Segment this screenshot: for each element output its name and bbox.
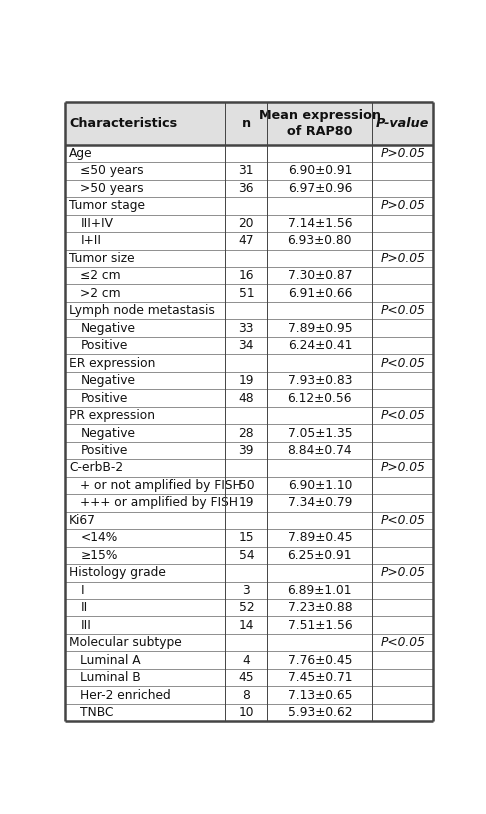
Text: Luminal A: Luminal A [80,654,141,667]
Text: P<0.05: P<0.05 [380,514,425,527]
Text: 7.14±1.56: 7.14±1.56 [288,217,352,230]
Text: C-erbB-2: C-erbB-2 [69,462,123,475]
Text: 52: 52 [239,602,254,615]
Text: Characteristics: Characteristics [69,117,177,130]
Text: Mean expression
of RAP80: Mean expression of RAP80 [259,109,381,138]
Text: <14%: <14% [80,532,118,545]
Text: P<0.05: P<0.05 [380,637,425,650]
Text: I+II: I+II [80,234,102,247]
Text: 7.23±0.88: 7.23±0.88 [288,602,352,615]
Text: ER expression: ER expression [69,357,156,370]
Text: Luminal B: Luminal B [80,671,141,684]
Text: 15: 15 [239,532,254,545]
Text: 50: 50 [239,479,254,492]
Text: Negative: Negative [80,322,135,335]
Text: Histology grade: Histology grade [69,567,166,580]
Text: 51: 51 [239,287,254,300]
Text: 20: 20 [239,217,254,230]
Text: ≥15%: ≥15% [80,549,118,562]
Text: ≤2 cm: ≤2 cm [80,269,121,282]
Text: 6.90±0.91: 6.90±0.91 [288,164,352,177]
Text: 6.97±0.96: 6.97±0.96 [288,182,352,195]
Text: I: I [80,584,84,597]
Text: 7.45±0.71: 7.45±0.71 [288,671,352,684]
Text: III: III [80,619,91,632]
Text: Molecular subtype: Molecular subtype [69,637,182,650]
Text: P>0.05: P>0.05 [380,462,425,475]
Text: 6.24±0.41: 6.24±0.41 [288,339,352,352]
Text: Tumor stage: Tumor stage [69,199,145,212]
Text: 7.05±1.35: 7.05±1.35 [288,427,352,440]
Text: 19: 19 [239,497,254,510]
Text: P-value: P-value [376,117,429,130]
Text: Positive: Positive [80,444,128,457]
Text: 6.91±0.66: 6.91±0.66 [288,287,352,300]
Text: Positive: Positive [80,339,128,352]
Text: P>0.05: P>0.05 [380,567,425,580]
Text: 14: 14 [239,619,254,632]
Text: 28: 28 [239,427,254,440]
Text: >2 cm: >2 cm [80,287,121,300]
Text: 5.93±0.62: 5.93±0.62 [288,706,352,719]
Text: 54: 54 [239,549,254,562]
Text: P<0.05: P<0.05 [380,357,425,370]
Text: 6.89±1.01: 6.89±1.01 [288,584,352,597]
Text: TNBC: TNBC [80,706,114,719]
Text: 7.51±1.56: 7.51±1.56 [288,619,352,632]
Text: + or not amplified by FISH: + or not amplified by FISH [80,479,242,492]
Text: ≤50 years: ≤50 years [80,164,144,177]
Text: 10: 10 [239,706,254,719]
Text: 33: 33 [239,322,254,335]
Text: Lymph node metastasis: Lymph node metastasis [69,304,215,317]
Text: 6.93±0.80: 6.93±0.80 [288,234,352,247]
Text: Ki67: Ki67 [69,514,96,527]
Text: Age: Age [69,147,93,160]
Text: Negative: Negative [80,374,135,387]
Text: 7.89±0.45: 7.89±0.45 [288,532,352,545]
Text: P<0.05: P<0.05 [380,304,425,317]
Text: 6.90±1.10: 6.90±1.10 [288,479,352,492]
Text: 7.93±0.83: 7.93±0.83 [288,374,352,387]
Text: 48: 48 [239,392,254,405]
Text: 6.25±0.91: 6.25±0.91 [288,549,352,562]
Text: PR expression: PR expression [69,409,155,422]
Text: 36: 36 [239,182,254,195]
Text: II: II [80,602,87,615]
Text: 7.89±0.95: 7.89±0.95 [288,322,352,335]
Text: Tumor size: Tumor size [69,252,135,265]
Text: n: n [242,117,251,130]
Text: 7.13±0.65: 7.13±0.65 [288,689,352,702]
Text: 7.76±0.45: 7.76±0.45 [288,654,352,667]
Text: 34: 34 [239,339,254,352]
Text: 4: 4 [243,654,250,667]
Text: P<0.05: P<0.05 [380,409,425,422]
Text: 6.12±0.56: 6.12±0.56 [288,392,352,405]
Text: P>0.05: P>0.05 [380,147,425,160]
Text: 45: 45 [239,671,254,684]
Text: Positive: Positive [80,392,128,405]
Text: +++ or amplified by FISH: +++ or amplified by FISH [80,497,238,510]
Text: Her-2 enriched: Her-2 enriched [80,689,171,702]
Text: 39: 39 [239,444,254,457]
Text: P>0.05: P>0.05 [380,252,425,265]
Bar [65,102,433,145]
Text: >50 years: >50 years [80,182,144,195]
Text: III+IV: III+IV [80,217,113,230]
Text: 16: 16 [239,269,254,282]
Text: 19: 19 [239,374,254,387]
Text: 7.34±0.79: 7.34±0.79 [288,497,352,510]
Text: 3: 3 [243,584,250,597]
Text: 7.30±0.87: 7.30±0.87 [288,269,352,282]
Text: 31: 31 [239,164,254,177]
Text: 8: 8 [243,689,250,702]
Text: P>0.05: P>0.05 [380,199,425,212]
Text: 8.84±0.74: 8.84±0.74 [288,444,352,457]
Text: Negative: Negative [80,427,135,440]
Text: 47: 47 [239,234,254,247]
